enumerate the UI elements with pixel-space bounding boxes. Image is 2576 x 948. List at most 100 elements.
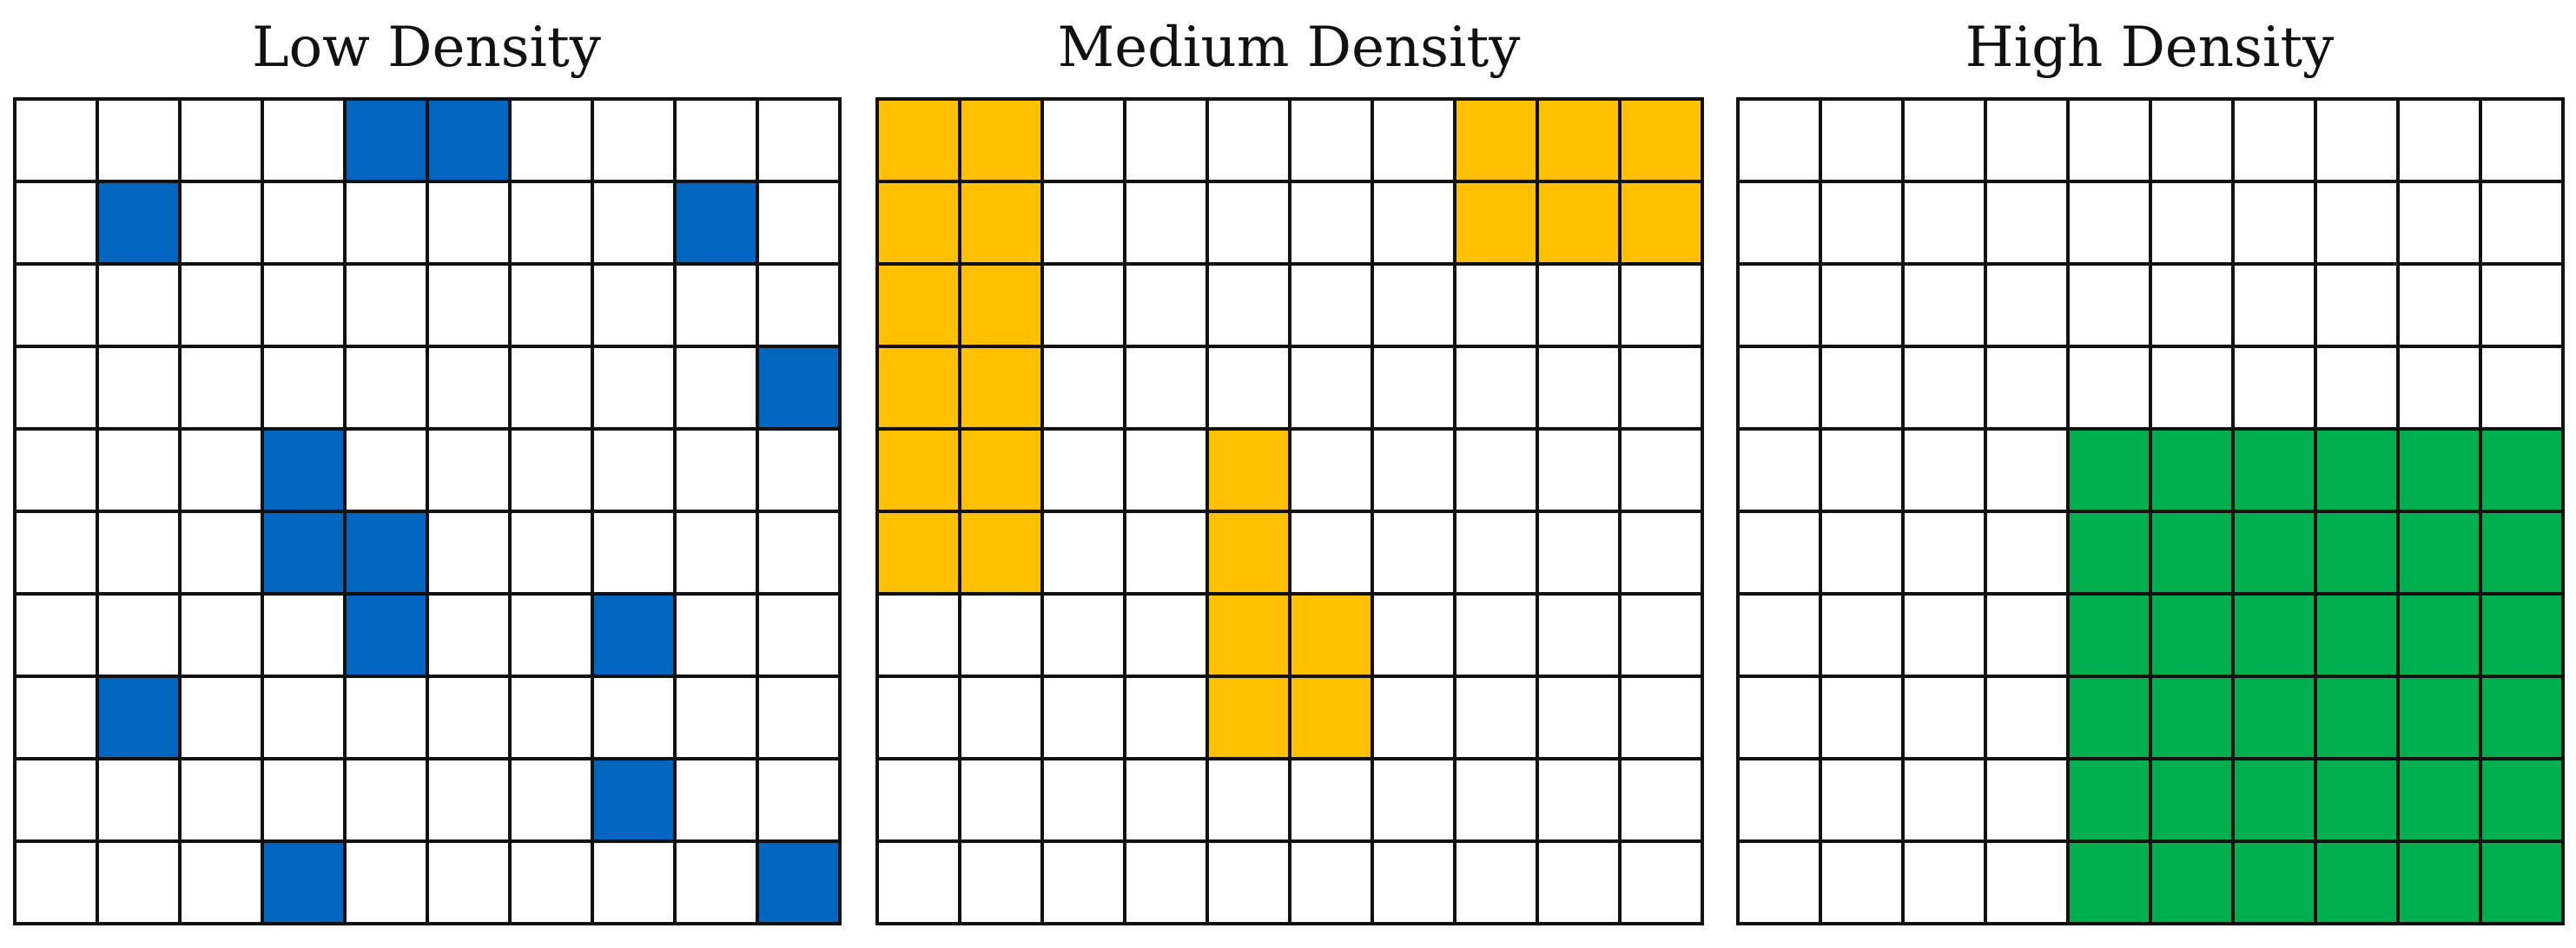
empty-cell-high-r3-c3	[1984, 345, 2070, 431]
filled-cell-medium-r5-c0	[875, 510, 961, 596]
empty-cell-medium-r8-c3	[1123, 757, 1209, 843]
filled-cell-high-r7-c9	[2479, 675, 2565, 760]
empty-cell-high-r5-c3	[1984, 510, 2070, 596]
filled-cell-high-r4-c5	[2149, 427, 2235, 513]
empty-cell-low-r0-c2	[178, 97, 264, 183]
empty-cell-low-r8-c4	[343, 757, 429, 843]
empty-cell-low-r3-c2	[178, 345, 264, 431]
empty-cell-low-r6-c6	[508, 592, 594, 678]
empty-cell-medium-r4-c6	[1371, 427, 1456, 513]
empty-cell-high-r8-c2	[1901, 757, 1987, 843]
empty-cell-low-r0-c7	[591, 97, 677, 183]
filled-cell-high-r7-c4	[2066, 675, 2152, 760]
empty-cell-low-r7-c7	[591, 675, 677, 760]
empty-cell-low-r7-c3	[261, 675, 347, 760]
empty-cell-medium-r1-c4	[1205, 180, 1291, 266]
empty-cell-low-r2-c3	[261, 262, 347, 348]
empty-cell-low-r1-c5	[426, 180, 512, 266]
empty-cell-low-r8-c9	[756, 757, 842, 843]
empty-cell-low-r2-c2	[178, 262, 264, 348]
empty-cell-medium-r2-c7	[1453, 262, 1539, 348]
empty-cell-low-r4-c7	[591, 427, 677, 513]
empty-cell-low-r9-c7	[591, 839, 677, 925]
filled-cell-high-r4-c4	[2066, 427, 2152, 513]
empty-cell-high-r2-c3	[1984, 262, 2070, 348]
empty-cell-high-r0-c4	[2066, 97, 2152, 183]
empty-cell-low-r2-c5	[426, 262, 512, 348]
empty-cell-low-r8-c6	[508, 757, 594, 843]
empty-cell-medium-r8-c4	[1205, 757, 1291, 843]
empty-cell-medium-r5-c2	[1040, 510, 1126, 596]
empty-cell-high-r2-c1	[1819, 262, 1905, 348]
empty-cell-low-r3-c3	[261, 345, 347, 431]
empty-cell-medium-r9-c0	[875, 839, 961, 925]
empty-cell-low-r5-c2	[178, 510, 264, 596]
empty-cell-low-r4-c1	[96, 427, 182, 513]
empty-cell-medium-r9-c6	[1371, 839, 1456, 925]
empty-cell-medium-r2-c5	[1288, 262, 1374, 348]
filled-cell-medium-r6-c5	[1288, 592, 1374, 678]
empty-cell-medium-r8-c7	[1453, 757, 1539, 843]
empty-cell-medium-r5-c6	[1371, 510, 1456, 596]
empty-cell-high-r5-c2	[1901, 510, 1987, 596]
empty-cell-high-r4-c3	[1984, 427, 2070, 513]
filled-cell-low-r0-c5	[426, 97, 512, 183]
empty-cell-low-r7-c6	[508, 675, 594, 760]
empty-cell-medium-r7-c9	[1618, 675, 1704, 760]
empty-cell-medium-r2-c8	[1536, 262, 1622, 348]
empty-cell-low-r7-c4	[343, 675, 429, 760]
empty-cell-medium-r6-c8	[1536, 592, 1622, 678]
filled-cell-high-r9-c4	[2066, 839, 2152, 925]
filled-cell-high-r7-c7	[2314, 675, 2400, 760]
filled-cell-high-r5-c9	[2479, 510, 2565, 596]
filled-cell-high-r8-c5	[2149, 757, 2235, 843]
filled-cell-low-r5-c3	[261, 510, 347, 596]
empty-cell-low-r6-c2	[178, 592, 264, 678]
empty-cell-low-r3-c8	[673, 345, 759, 431]
empty-cell-medium-r8-c2	[1040, 757, 1126, 843]
empty-cell-medium-r9-c8	[1536, 839, 1622, 925]
filled-cell-high-r5-c6	[2231, 510, 2317, 596]
empty-cell-medium-r1-c3	[1123, 180, 1209, 266]
panel-title-high-density: High Density	[1965, 16, 2335, 80]
empty-cell-low-r3-c1	[96, 345, 182, 431]
empty-cell-low-r1-c0	[13, 180, 99, 266]
empty-cell-medium-r2-c9	[1618, 262, 1704, 348]
filled-cell-high-r6-c8	[2396, 592, 2482, 678]
filled-cell-medium-r7-c5	[1288, 675, 1374, 760]
empty-cell-high-r7-c0	[1736, 675, 1822, 760]
filled-cell-high-r8-c8	[2396, 757, 2482, 843]
empty-cell-medium-r2-c2	[1040, 262, 1126, 348]
empty-cell-medium-r8-c8	[1536, 757, 1622, 843]
filled-cell-high-r4-c6	[2231, 427, 2317, 513]
empty-cell-medium-r3-c2	[1040, 345, 1126, 431]
empty-cell-low-r8-c3	[261, 757, 347, 843]
grid-svg-low-density	[13, 97, 842, 925]
empty-cell-high-r5-c1	[1819, 510, 1905, 596]
filled-cell-high-r6-c7	[2314, 592, 2400, 678]
filled-cell-high-r5-c7	[2314, 510, 2400, 596]
empty-cell-low-r4-c0	[13, 427, 99, 513]
filled-cell-low-r9-c3	[261, 839, 347, 925]
empty-cell-low-r4-c4	[343, 427, 429, 513]
empty-cell-high-r1-c9	[2479, 180, 2565, 266]
empty-cell-high-r1-c4	[2066, 180, 2152, 266]
grid-svg-medium-density	[875, 97, 1704, 925]
empty-cell-medium-r8-c5	[1288, 757, 1374, 843]
empty-cell-medium-r5-c8	[1536, 510, 1622, 596]
filled-cell-high-r7-c8	[2396, 675, 2482, 760]
empty-cell-medium-r5-c5	[1288, 510, 1374, 596]
empty-cell-medium-r1-c6	[1371, 180, 1456, 266]
empty-cell-high-r0-c7	[2314, 97, 2400, 183]
empty-cell-high-r1-c8	[2396, 180, 2482, 266]
empty-cell-low-r7-c2	[178, 675, 264, 760]
empty-cell-low-r9-c8	[673, 839, 759, 925]
empty-cell-low-r9-c2	[178, 839, 264, 925]
empty-cell-high-r6-c2	[1901, 592, 1987, 678]
empty-cell-high-r9-c2	[1901, 839, 1987, 925]
empty-cell-medium-r3-c4	[1205, 345, 1291, 431]
empty-cell-high-r5-c0	[1736, 510, 1822, 596]
empty-cell-high-r6-c0	[1736, 592, 1822, 678]
empty-cell-low-r5-c7	[591, 510, 677, 596]
empty-cell-medium-r7-c2	[1040, 675, 1126, 760]
